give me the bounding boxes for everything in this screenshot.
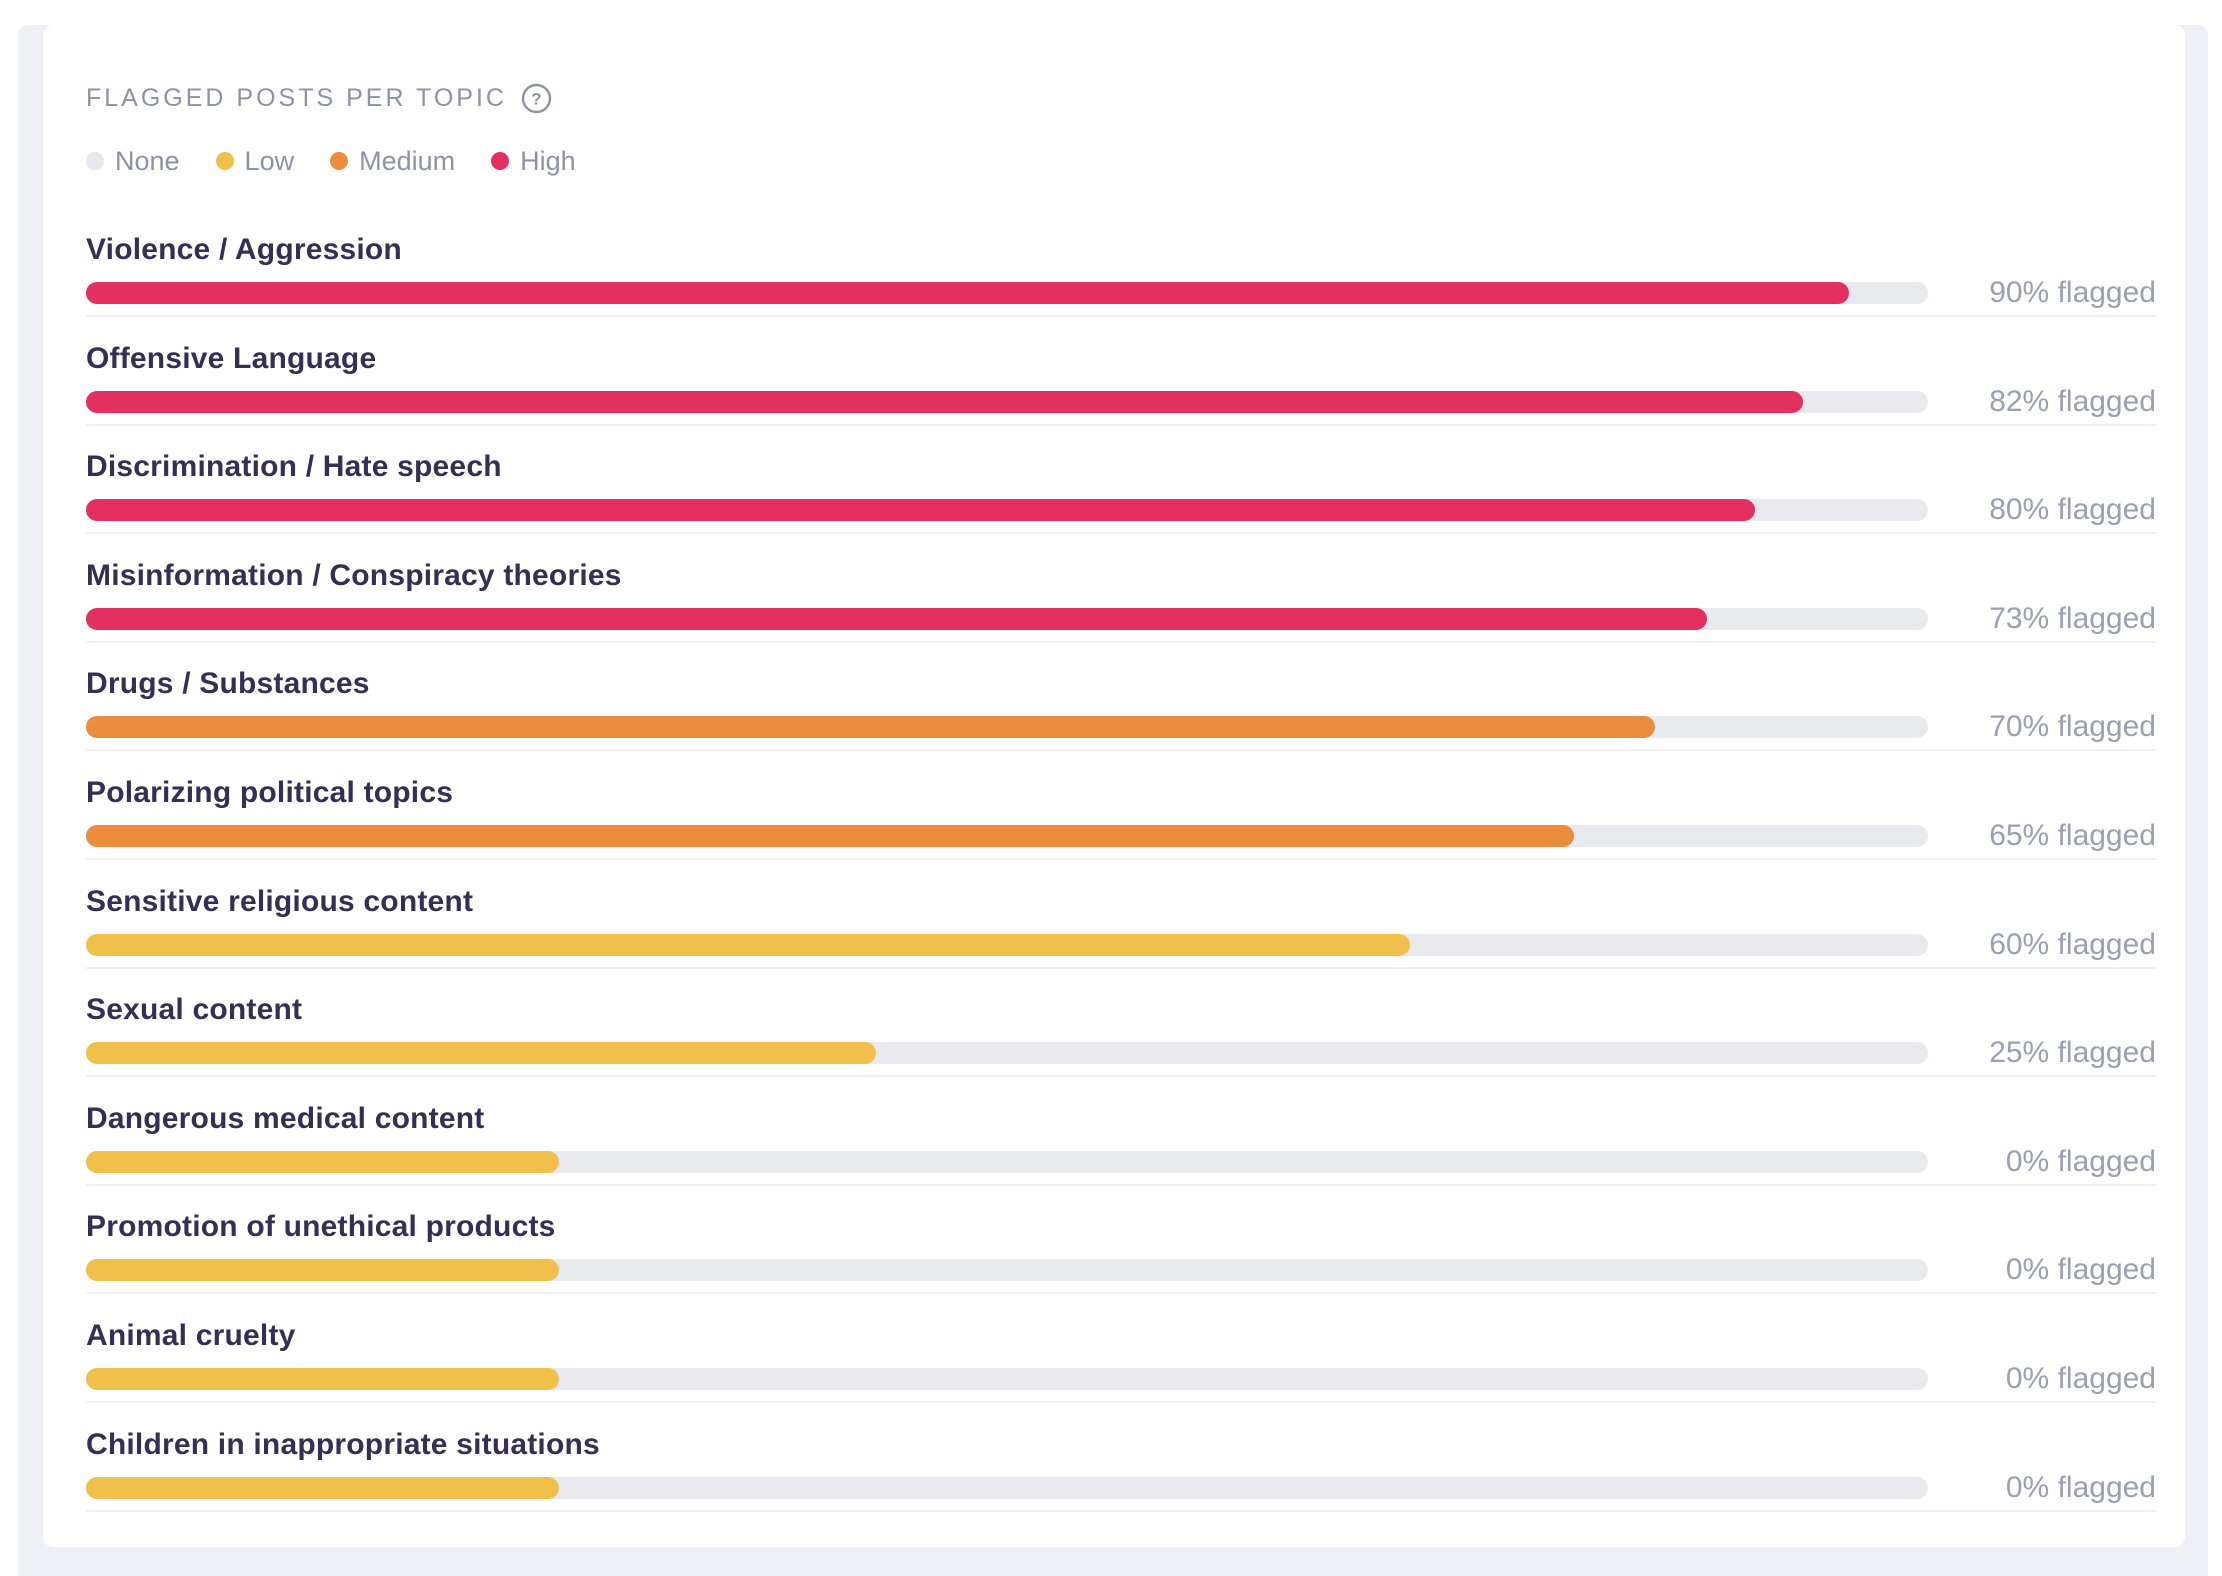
bar-fill bbox=[86, 1259, 560, 1282]
topic-row: Children in inappropriate situations 0% … bbox=[86, 1428, 2156, 1512]
bar-fill bbox=[86, 499, 1755, 522]
bar-fill bbox=[86, 1150, 560, 1173]
topic-row: Animal cruelty 0% flagged bbox=[86, 1319, 2156, 1403]
bar-track bbox=[86, 933, 1928, 956]
svg-text:?: ? bbox=[531, 89, 541, 108]
topic-row: Misinformation / Conspiracy theories 73%… bbox=[86, 559, 2156, 643]
bar-track bbox=[86, 282, 1928, 304]
question-circle-icon[interactable]: ? bbox=[521, 83, 552, 114]
topic-label: Promotion of unethical products bbox=[86, 1210, 556, 1244]
bar-track bbox=[86, 390, 1928, 413]
topic-row: Promotion of unethical products 0% flagg… bbox=[86, 1210, 2156, 1295]
legend-label: Low bbox=[244, 146, 295, 176]
card-header: FLAGGED POSTS PER TOPIC ? bbox=[86, 82, 2156, 114]
bar-track bbox=[86, 824, 1928, 847]
topic-label: Children in inappropriate situations bbox=[86, 1427, 600, 1461]
legend-label: Medium bbox=[359, 146, 456, 176]
legend-item: Medium bbox=[330, 146, 455, 176]
legend-label: High bbox=[520, 146, 576, 176]
legend-item: High bbox=[491, 146, 576, 176]
bar-line: 90% flagged bbox=[86, 277, 2156, 309]
topic-label: Sensitive religious content bbox=[86, 884, 474, 918]
topic-row: Sexual content 25% flagged bbox=[86, 993, 2156, 1078]
flagged-pct-label: 0% flagged bbox=[2005, 1361, 2156, 1395]
bar-fill bbox=[86, 933, 1411, 956]
flagged-pct-label: 80% flagged bbox=[1989, 493, 2156, 527]
legend-dot-icon bbox=[86, 152, 104, 170]
legend-label: None bbox=[115, 146, 180, 176]
bar-line: 73% flagged bbox=[86, 601, 2156, 635]
bar-track bbox=[86, 1042, 1928, 1065]
bar-line: 0% flagged bbox=[86, 1144, 2156, 1178]
bar-line: 60% flagged bbox=[86, 927, 2156, 961]
bar-track bbox=[86, 1476, 1928, 1499]
bar-fill bbox=[86, 282, 1849, 304]
bar-line: 25% flagged bbox=[86, 1037, 2156, 1069]
flagged-pct-label: 90% flagged bbox=[1989, 276, 2156, 309]
legend-item: None bbox=[86, 146, 180, 176]
topic-row: Dangerous medical content 0% flagged bbox=[86, 1102, 2156, 1186]
bar-fill bbox=[86, 607, 1707, 630]
topic-label: Violence / Aggression bbox=[86, 233, 402, 266]
topic-row: Offensive Language 82% flagged bbox=[86, 342, 2156, 426]
topic-row: Violence / Aggression 90% flagged bbox=[86, 233, 2156, 317]
legend-item: Low bbox=[215, 146, 295, 176]
bar-line: 82% flagged bbox=[86, 384, 2156, 418]
flagged-pct-label: 70% flagged bbox=[1989, 710, 2156, 744]
bar-line: 0% flagged bbox=[86, 1470, 2156, 1504]
legend-dot-icon bbox=[491, 152, 510, 170]
topic-label: Offensive Language bbox=[86, 341, 377, 375]
bar-track bbox=[86, 716, 1928, 739]
topic-label: Sexual content bbox=[86, 993, 303, 1027]
bar-fill bbox=[86, 1476, 560, 1499]
topic-label: Animal cruelty bbox=[86, 1318, 296, 1352]
bar-line: 80% flagged bbox=[86, 494, 2156, 526]
legend-dot-icon bbox=[215, 152, 234, 170]
topic-label: Drugs / Substances bbox=[86, 667, 370, 701]
bar-fill bbox=[86, 390, 1803, 413]
topic-row: Discrimination / Hate speech 80% flagged bbox=[86, 450, 2156, 535]
bar-track bbox=[86, 1367, 1928, 1390]
flagged-pct-label: 0% flagged bbox=[2005, 1470, 2156, 1504]
bar-line: 0% flagged bbox=[86, 1361, 2156, 1395]
flagged-posts-card: FLAGGED POSTS PER TOPIC ? None Low Mediu… bbox=[43, 25, 2185, 1547]
bar-track bbox=[86, 1150, 1928, 1173]
bar-fill bbox=[86, 1367, 560, 1390]
bar-track bbox=[86, 1259, 1928, 1282]
topic-label: Discrimination / Hate speech bbox=[86, 450, 502, 484]
bar-fill bbox=[86, 1042, 877, 1065]
flagged-pct-label: 73% flagged bbox=[1989, 601, 2156, 635]
topic-label: Dangerous medical content bbox=[86, 1101, 485, 1135]
topic-label: Misinformation / Conspiracy theories bbox=[86, 558, 622, 592]
topic-row: Polarizing political topics 65% flagged bbox=[86, 776, 2156, 860]
topic-label: Polarizing political topics bbox=[86, 775, 454, 809]
flagged-pct-label: 0% flagged bbox=[2005, 1253, 2156, 1287]
topic-rows: Violence / Aggression 90% flagged Offens… bbox=[86, 233, 2156, 1512]
page-background-panel: FLAGGED POSTS PER TOPIC ? None Low Mediu… bbox=[18, 25, 2208, 1576]
severity-legend: None Low Medium High bbox=[86, 146, 2156, 176]
bar-fill bbox=[86, 716, 1656, 739]
bar-line: 0% flagged bbox=[86, 1254, 2156, 1286]
bar-line: 65% flagged bbox=[86, 818, 2156, 852]
bar-track bbox=[86, 499, 1928, 522]
bar-fill bbox=[86, 824, 1575, 847]
panel-title: FLAGGED POSTS PER TOPIC bbox=[86, 84, 507, 112]
flagged-pct-label: 60% flagged bbox=[1989, 927, 2156, 961]
topic-row: Sensitive religious content 60% flagged bbox=[86, 885, 2156, 969]
flagged-pct-label: 25% flagged bbox=[1989, 1036, 2156, 1070]
topic-row: Drugs / Substances 70% flagged bbox=[86, 667, 2156, 752]
legend-dot-icon bbox=[330, 152, 349, 170]
flagged-pct-label: 65% flagged bbox=[1989, 818, 2156, 852]
flagged-pct-label: 0% flagged bbox=[2005, 1144, 2156, 1178]
bar-track bbox=[86, 607, 1928, 630]
bar-line: 70% flagged bbox=[86, 711, 2156, 743]
flagged-pct-label: 82% flagged bbox=[1989, 384, 2156, 418]
